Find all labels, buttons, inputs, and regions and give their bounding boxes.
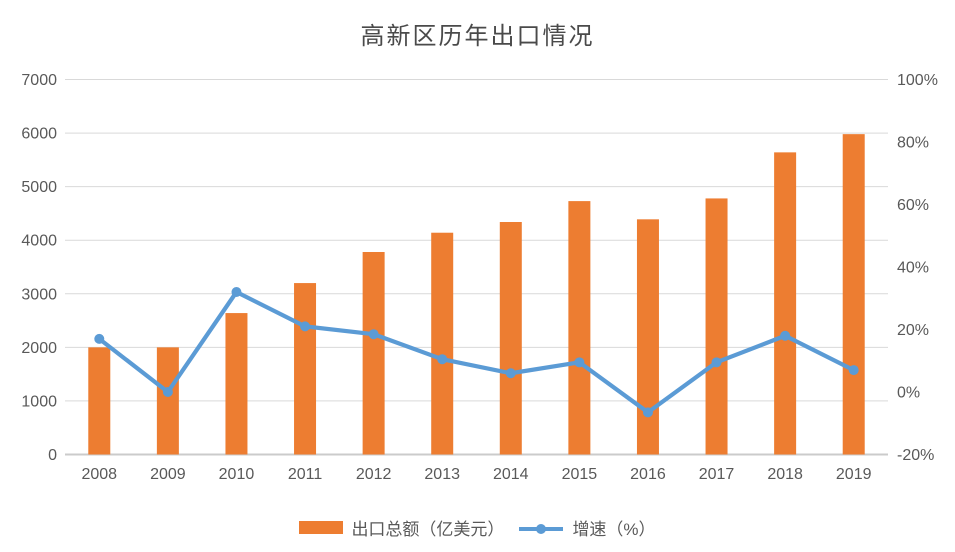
y-axis-right-label: 40% [897, 260, 929, 277]
bar-2014 [499, 222, 522, 455]
x-axis-label: 2010 [219, 466, 255, 483]
x-axis-label: 2013 [424, 466, 460, 483]
bar-2009 [156, 347, 179, 455]
growth-marker-2017 [711, 357, 722, 368]
y-axis-left-label: 7000 [21, 72, 57, 89]
legend-label-growth: 增速（%） [572, 520, 656, 539]
growth-marker-2011 [300, 321, 311, 332]
x-axis-label: 2008 [81, 466, 117, 483]
y-axis-left-label: 6000 [21, 126, 57, 143]
growth-marker-2008 [94, 333, 105, 344]
bar-2015 [568, 201, 591, 455]
legend-item-exports: 出口总额（亿美元） [299, 515, 504, 540]
legend-label-exports: 出口总额（亿美元） [351, 520, 505, 539]
y-axis-left-label: 0 [48, 447, 57, 464]
x-axis-label: 2009 [150, 466, 186, 483]
line-series-swatch-icon [518, 521, 564, 535]
growth-marker-2019 [848, 365, 859, 376]
bar-series-swatch-icon [299, 521, 344, 534]
bar-2018 [774, 152, 797, 455]
growth-marker-2010 [231, 287, 242, 297]
growth-line [97, 289, 856, 415]
y-axis-left-label: 5000 [21, 179, 57, 196]
legend: 出口总额（亿美元） 增速（%） [0, 515, 955, 540]
y-axis-left-label: 2000 [21, 340, 57, 357]
bar-2017 [705, 198, 728, 455]
legend-item-growth: 增速（%） [518, 515, 656, 540]
x-axis-label: 2019 [836, 466, 872, 483]
x-axis-label: 2012 [356, 466, 392, 483]
y-axis-left-label: 1000 [21, 393, 57, 410]
x-axis-label: 2018 [767, 466, 803, 483]
growth-marker-2013 [437, 354, 448, 365]
bar-2012 [362, 252, 385, 455]
bar-2013 [431, 232, 454, 455]
chart-title: 高新区历年出口情况 [360, 24, 595, 50]
x-axis-label: 2014 [493, 466, 529, 483]
y-axis-right-label: 0% [897, 385, 920, 402]
y-axis-right-label: 60% [897, 197, 929, 214]
bar-2016 [636, 219, 659, 455]
bar-2011 [294, 283, 317, 455]
y-axis-left-label: 4000 [21, 233, 57, 250]
x-axis-label: 2015 [562, 466, 598, 483]
y-axis-right-label: -20% [897, 447, 934, 464]
x-axis-label: 2017 [699, 466, 735, 483]
x-axis-label: 2011 [288, 466, 323, 483]
bar-2019 [842, 134, 865, 455]
legend-line-marker-icon [536, 523, 547, 534]
growth-marker-2015 [574, 357, 585, 368]
x-axis-label: 2016 [630, 466, 666, 483]
growth-marker-2016 [642, 407, 653, 418]
bar-2008 [88, 347, 111, 455]
growth-marker-2009 [162, 387, 173, 397]
y-axis-right-label: 20% [897, 322, 929, 339]
y-axis-right-label: 100% [897, 72, 938, 89]
bar-2010 [225, 313, 248, 455]
y-axis-right-label: 80% [897, 135, 929, 152]
growth-marker-2014 [505, 368, 516, 379]
growth-marker-2012 [368, 329, 379, 340]
growth-marker-2018 [780, 330, 791, 341]
y-axis-left-label: 3000 [21, 286, 57, 303]
